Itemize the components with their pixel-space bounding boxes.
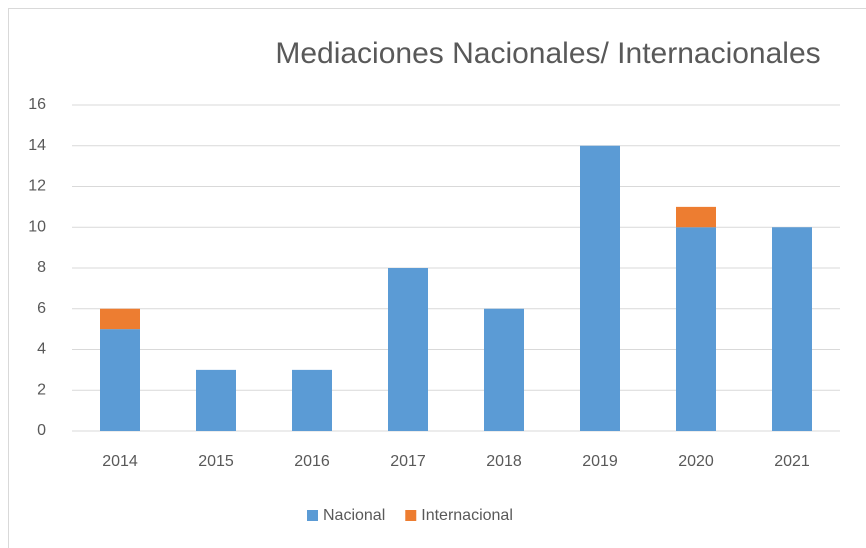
x-tick-label: 2020 (678, 453, 714, 470)
y-tick-label: 4 (37, 341, 46, 358)
legend-label: Nacional (323, 507, 385, 524)
x-tick-label: 2016 (294, 453, 330, 470)
y-tick-label: 10 (28, 218, 46, 235)
legend-swatch (307, 510, 318, 521)
bar-segment (580, 145, 620, 431)
y-tick-label: 6 (37, 300, 46, 317)
x-tick-label: 2014 (102, 453, 138, 470)
bar-segment (100, 329, 140, 431)
x-tick-label: 2017 (390, 453, 426, 470)
y-tick-label: 2 (37, 381, 46, 398)
bar-segment (772, 227, 812, 431)
bar-segment (676, 227, 716, 431)
y-tick-label: 14 (28, 137, 46, 154)
x-tick-label: 2019 (582, 453, 618, 470)
bar-segment (484, 308, 524, 431)
legend-label: Internacional (421, 507, 513, 524)
bar-segment (196, 369, 236, 431)
bar-segment (388, 268, 428, 431)
y-tick-label: 0 (37, 422, 46, 439)
legend-swatch (405, 510, 417, 521)
bar-segment (100, 308, 140, 330)
y-tick-label: 8 (37, 259, 46, 276)
chart-title: Mediaciones Nacionales/ Internacionales (275, 37, 820, 70)
y-tick-label: 16 (28, 96, 46, 113)
bar-segment (676, 206, 716, 228)
y-tick-label: 12 (28, 178, 46, 195)
x-tick-label: 2021 (774, 453, 810, 470)
bar-segment (292, 369, 332, 431)
chart-frame (8, 8, 866, 548)
x-tick-label: 2015 (198, 453, 234, 470)
x-tick-label: 2018 (486, 453, 522, 470)
